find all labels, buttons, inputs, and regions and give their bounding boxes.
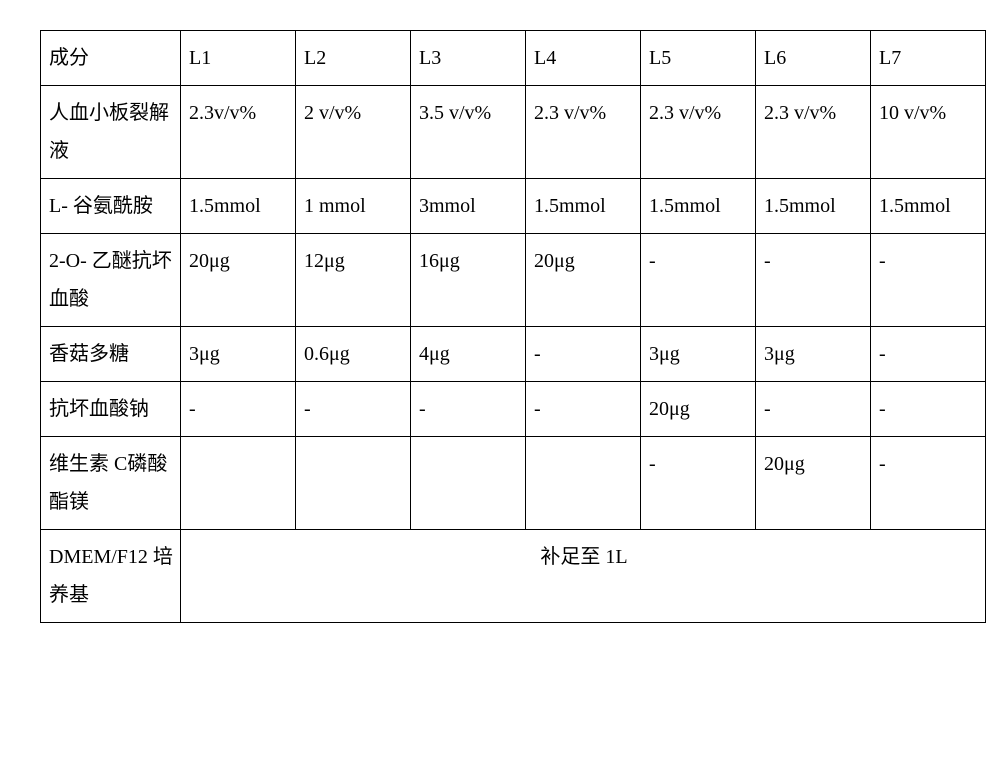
- table-header-row: 成分 L1 L2 L3 L4 L5 L6 L7: [41, 31, 986, 86]
- cell: 2 v/v%: [296, 86, 411, 179]
- cell: 3μg: [756, 327, 871, 382]
- cell: 1.5mmol: [526, 179, 641, 234]
- cell: 3.5 v/v%: [411, 86, 526, 179]
- col-header-l4: L4: [526, 31, 641, 86]
- cell: 4μg: [411, 327, 526, 382]
- cell: [296, 437, 411, 530]
- row-label: 抗坏血酸钠: [41, 382, 181, 437]
- cell: -: [756, 234, 871, 327]
- col-header-l3: L3: [411, 31, 526, 86]
- cell: 20μg: [641, 382, 756, 437]
- cell: 3μg: [181, 327, 296, 382]
- cell: -: [181, 382, 296, 437]
- cell: 20μg: [526, 234, 641, 327]
- cell: [181, 437, 296, 530]
- table-row: 人血小板裂解液 2.3v/v% 2 v/v% 3.5 v/v% 2.3 v/v%…: [41, 86, 986, 179]
- col-header-l1: L1: [181, 31, 296, 86]
- table-row: L- 谷氨酰胺 1.5mmol 1 mmol 3mmol 1.5mmol 1.5…: [41, 179, 986, 234]
- cell: 2.3 v/v%: [756, 86, 871, 179]
- cell: 2.3 v/v%: [526, 86, 641, 179]
- cell: 3μg: [641, 327, 756, 382]
- cell: [526, 437, 641, 530]
- cell: 12μg: [296, 234, 411, 327]
- cell: 1 mmol: [296, 179, 411, 234]
- table-row: 2-O- 乙醚抗坏血酸 20μg 12μg 16μg 20μg - - -: [41, 234, 986, 327]
- table-row: 维生素 C磷酸酯镁 - 20μg -: [41, 437, 986, 530]
- row-label: 人血小板裂解液: [41, 86, 181, 179]
- cell: -: [411, 382, 526, 437]
- row-label: L- 谷氨酰胺: [41, 179, 181, 234]
- col-header-l6: L6: [756, 31, 871, 86]
- footer-label: DMEM/F12 培养基: [41, 530, 181, 623]
- cell: -: [871, 327, 986, 382]
- row-label: 2-O- 乙醚抗坏血酸: [41, 234, 181, 327]
- row-label: 香菇多糖: [41, 327, 181, 382]
- cell: -: [871, 437, 986, 530]
- cell: -: [871, 234, 986, 327]
- col-header-l7: L7: [871, 31, 986, 86]
- cell: 1.5mmol: [756, 179, 871, 234]
- col-header-l5: L5: [641, 31, 756, 86]
- cell: 16μg: [411, 234, 526, 327]
- row-label: 维生素 C磷酸酯镁: [41, 437, 181, 530]
- cell: -: [641, 234, 756, 327]
- cell: 20μg: [181, 234, 296, 327]
- cell: -: [756, 382, 871, 437]
- cell: [411, 437, 526, 530]
- footer-value: 补足至 1L: [181, 530, 986, 623]
- cell: -: [871, 382, 986, 437]
- cell: 1.5mmol: [871, 179, 986, 234]
- cell: 3mmol: [411, 179, 526, 234]
- cell: 1.5mmol: [181, 179, 296, 234]
- cell: 2.3v/v%: [181, 86, 296, 179]
- cell: -: [526, 382, 641, 437]
- cell: -: [641, 437, 756, 530]
- cell: 0.6μg: [296, 327, 411, 382]
- cell: 1.5mmol: [641, 179, 756, 234]
- col-header-component: 成分: [41, 31, 181, 86]
- table-row: 抗坏血酸钠 - - - - 20μg - -: [41, 382, 986, 437]
- cell: 2.3 v/v%: [641, 86, 756, 179]
- cell: 20μg: [756, 437, 871, 530]
- table-footer-row: DMEM/F12 培养基 补足至 1L: [41, 530, 986, 623]
- cell: 10 v/v%: [871, 86, 986, 179]
- cell: -: [526, 327, 641, 382]
- col-header-l2: L2: [296, 31, 411, 86]
- composition-table: 成分 L1 L2 L3 L4 L5 L6 L7 人血小板裂解液 2.3v/v% …: [40, 30, 986, 623]
- table-row: 香菇多糖 3μg 0.6μg 4μg - 3μg 3μg -: [41, 327, 986, 382]
- cell: -: [296, 382, 411, 437]
